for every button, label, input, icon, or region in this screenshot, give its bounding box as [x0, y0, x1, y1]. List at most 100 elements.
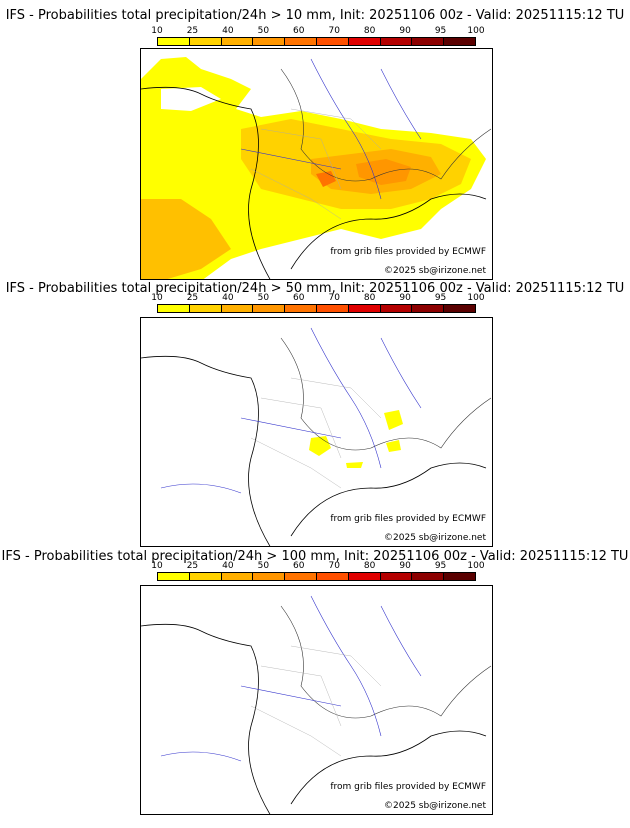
legend-swatch [221, 573, 254, 580]
legend-swatch [380, 305, 413, 312]
legend-swatch [221, 305, 254, 312]
legend-swatch [158, 38, 190, 45]
legend-swatch [253, 38, 286, 45]
legend-swatch [348, 573, 381, 580]
legend-tick-label: 90 [399, 26, 411, 36]
region-lines [250, 377, 382, 489]
border [280, 337, 492, 451]
legend-tick-label: 100 [467, 26, 485, 36]
legend-swatch [444, 38, 475, 45]
legend-swatch [412, 305, 445, 312]
coastline [141, 355, 271, 546]
legend-tick-label: 100 [467, 293, 485, 303]
prob-area-yellow [309, 436, 331, 456]
legend-tick-label: 70 [328, 26, 340, 36]
precip-map: from grib files provided by ECMWF ©2025 … [140, 317, 493, 547]
legend-tick-label: 95 [434, 26, 447, 36]
legend-tick-label: 70 [328, 293, 340, 303]
precip-map: from grib files provided by ECMWF ©2025 … [140, 585, 493, 815]
coastline [141, 86, 271, 279]
coastline [141, 623, 271, 814]
legend-tick-label: 10 [151, 293, 163, 303]
prob-area-southwest [141, 199, 231, 279]
legend-swatch [316, 573, 349, 580]
data-source-credit: from grib files provided by ECMWF [330, 514, 486, 524]
river [240, 58, 422, 200]
legend-swatch [316, 305, 349, 312]
map-panel-50mm: IFS - Probabilities total precipitation/… [0, 276, 630, 547]
legend-tick-label: 60 [293, 293, 305, 303]
map-graphic [141, 57, 492, 279]
legend-tick-label: 90 [399, 561, 411, 571]
prob-area-dark-orange [356, 159, 411, 185]
legend-tick-label: 80 [363, 561, 376, 571]
legend-swatch [412, 38, 445, 45]
panel-title: IFS - Probabilities total precipitation/… [5, 281, 625, 296]
border [280, 68, 492, 182]
legend-swatch [348, 305, 381, 312]
legend-swatch [189, 305, 222, 312]
map-graphic [141, 327, 492, 546]
copyright: ©2025 sb@irizone.net [384, 266, 486, 276]
prob-area-yellow [346, 462, 363, 468]
legend-tick-label: 80 [363, 26, 376, 36]
border [280, 605, 492, 719]
legend-tick-label: 40 [222, 293, 234, 303]
coastline-med [290, 462, 487, 537]
region-lines [250, 645, 382, 757]
legend-tick-label: 25 [186, 26, 199, 36]
map-panel-10mm: IFS - Probabilities total precipitation/… [0, 8, 630, 280]
legend-swatch [348, 38, 381, 45]
legend-ticks: 10 25 40 50 60 70 80 90 95 100 [151, 26, 484, 36]
legend-tick-label: 10 [151, 26, 163, 36]
legend-tick-label: 50 [257, 26, 270, 36]
river [160, 595, 422, 762]
legend-swatch [285, 305, 317, 312]
legend-tick-label: 40 [222, 26, 234, 36]
coastline-med [290, 730, 487, 805]
legend-bar [157, 572, 476, 581]
legend-swatch [412, 573, 445, 580]
legend-swatch [380, 38, 413, 45]
legend-tick-label: 100 [467, 561, 485, 571]
legend-swatch [158, 573, 190, 580]
legend-tick-label: 25 [186, 293, 199, 303]
legend-swatch [444, 573, 475, 580]
legend-tick-label: 80 [363, 293, 376, 303]
coastline-med [290, 193, 487, 270]
data-source-credit: from grib files provided by ECMWF [330, 782, 486, 792]
color-legend: 10 25 40 50 60 70 80 90 95 100 [151, 561, 485, 583]
white-gap [161, 87, 221, 111]
legend-tick-label: 70 [328, 561, 340, 571]
legend-ticks: 10 25 40 50 60 70 80 90 95 100 [151, 293, 484, 303]
legend-tick-label: 90 [399, 293, 411, 303]
legend-swatch [189, 573, 222, 580]
region-lines [250, 108, 382, 220]
legend-bar [157, 37, 476, 46]
legend-tick-label: 40 [222, 561, 234, 571]
copyright: ©2025 sb@irizone.net [384, 533, 486, 543]
color-legend: 10 25 40 50 60 70 80 90 95 100 [151, 293, 485, 315]
copyright: ©2025 sb@irizone.net [384, 801, 486, 811]
legend-swatch [285, 573, 317, 580]
legend-tick-label: 50 [257, 293, 270, 303]
precip-map: from grib files provided by ECMWF ©2025 … [140, 48, 493, 280]
legend-swatch [158, 305, 190, 312]
legend-swatch [221, 38, 254, 45]
river [160, 327, 422, 494]
legend-swatch [444, 305, 475, 312]
panel-title: IFS - Probabilities total precipitation/… [1, 549, 629, 564]
legend-tick-label: 25 [186, 561, 199, 571]
legend-swatch [253, 305, 286, 312]
legend-swatch [380, 573, 413, 580]
legend-tick-label: 95 [434, 561, 447, 571]
data-source-credit: from grib files provided by ECMWF [330, 247, 486, 257]
legend-swatch [189, 38, 222, 45]
map-panel-100mm: IFS - Probabilities total precipitation/… [0, 544, 630, 816]
prob-area-yellow [386, 440, 401, 452]
prob-area-yellow [384, 410, 403, 430]
legend-ticks: 10 25 40 50 60 70 80 90 95 100 [151, 561, 484, 571]
map-graphic [141, 595, 492, 814]
legend-swatch [285, 38, 317, 45]
panel-title: IFS - Probabilities total precipitation/… [5, 8, 625, 23]
